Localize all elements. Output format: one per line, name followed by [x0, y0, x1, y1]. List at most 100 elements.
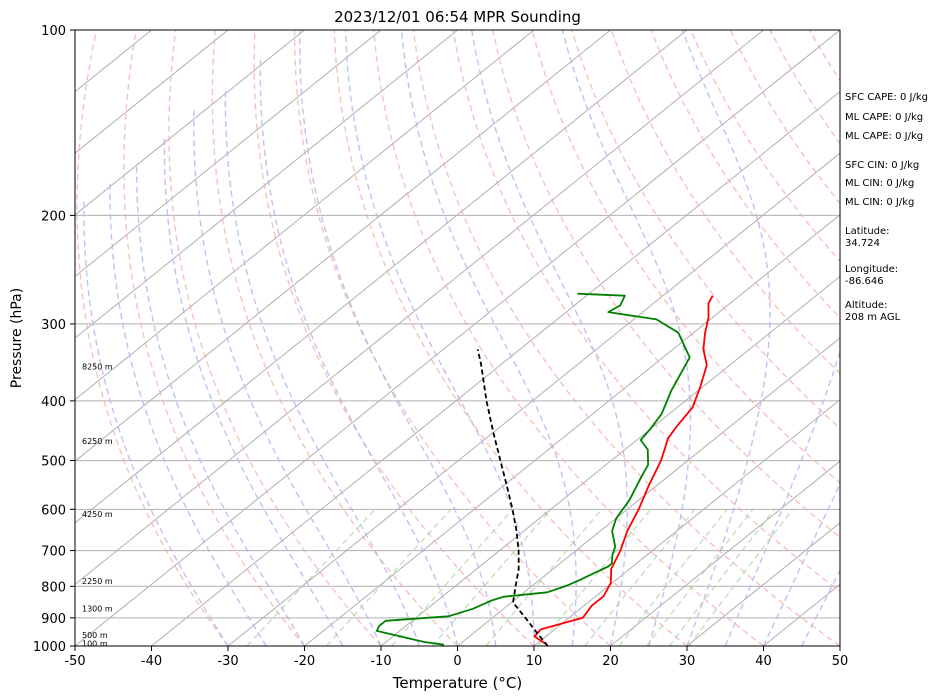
moist-adiabat-line: [83, 201, 229, 646]
dry-adiabat-line: [333, 30, 688, 646]
x-tick-label: -30: [217, 654, 238, 669]
moist-adiabat-line: [400, 30, 577, 646]
dry-adiabat-line: [650, 30, 840, 319]
moist-adiabat-line: [163, 138, 344, 646]
x-tick-label: 50: [832, 654, 849, 669]
mixing-ratio-line: [646, 508, 754, 646]
isotherm-gridline: [151, 90, 840, 646]
isotherm-gridline: [75, 30, 688, 524]
isotherm-gridline: [75, 30, 382, 278]
mixing-ratio-line: [391, 508, 514, 646]
mixing-ratio-line: [618, 508, 728, 646]
moist-adiabat-line: [561, 30, 692, 646]
isotherm-gridline: [686, 522, 840, 646]
y-tick-label: 300: [41, 318, 66, 333]
y-tick-label: 200: [41, 209, 66, 224]
side-info-label: ML CIN: 0 J/kg: [845, 197, 915, 209]
height-label: 500 m: [82, 631, 108, 640]
isotherm-gridline: [75, 30, 305, 216]
y-tick-label: 900: [41, 612, 66, 627]
dry-adiabat-line: [211, 30, 458, 646]
isotherm-gridline: [75, 30, 229, 154]
x-tick-label: -20: [294, 654, 315, 669]
mixing-ratio-line: [485, 508, 603, 646]
y-tick-label: 400: [41, 395, 66, 410]
y-tick-label: 100: [41, 24, 66, 39]
x-tick-label: -50: [64, 654, 85, 669]
side-info-label: ML CAPE: 0 J/kg: [845, 112, 924, 124]
isotherm-gridline: [75, 30, 535, 401]
x-tick-label: 0: [453, 654, 461, 669]
isotherm-gridline: [380, 275, 840, 646]
height-label: 100 m: [82, 639, 108, 648]
moist-adiabat-line: [344, 30, 535, 646]
y-tick-label: 1000: [33, 640, 66, 655]
isotherm-gridline: [533, 398, 840, 646]
dewpoint-profile-line: [375, 292, 691, 646]
x-tick-label: -10: [370, 654, 391, 669]
moist-adiabat-line: [681, 30, 771, 646]
dry-adiabat-line: [452, 30, 840, 593]
x-tick-label: 30: [679, 654, 696, 669]
dry-adiabat-line: [412, 30, 840, 646]
side-info-label: Altitude: 208 m AGL: [845, 300, 901, 324]
x-tick-label: 10: [526, 654, 543, 669]
height-label: 8250 m: [82, 363, 113, 372]
dry-adiabat-line: [571, 30, 840, 430]
mixing-ratio-line: [326, 508, 452, 646]
moist-adiabat-line: [224, 89, 420, 646]
moist-adiabat-line: [193, 110, 382, 646]
dry-adiabat-line: [253, 30, 535, 646]
dry-adiabat-line: [123, 30, 306, 646]
isotherm-gridline: [304, 214, 840, 646]
side-info-label: ML CIN: 0 J/kg: [845, 178, 915, 190]
side-info-label: SFC CIN: 0 J/kg: [845, 159, 920, 171]
mixing-ratio-line: [668, 508, 775, 646]
side-info-label: SFC CAPE: 0 J/kg: [845, 92, 928, 104]
height-label: 1300 m: [82, 605, 113, 614]
side-info-label: Latitude: 34.724: [845, 226, 890, 250]
height-label: 4250 m: [82, 510, 113, 519]
isotherm-gridline: [610, 460, 840, 646]
mixing-ratio-line: [431, 508, 552, 646]
parcel-trajectory-line: [476, 349, 549, 646]
chart-title: 2023/12/01 06:54 MPR Sounding: [334, 8, 581, 26]
isotherm-gridline: [75, 30, 611, 462]
moist-adiabat-line: [259, 55, 459, 646]
y-axis-label: Pressure (hPa): [9, 288, 25, 388]
y-tick-label: 800: [41, 580, 66, 595]
y-tick-label: 500: [41, 455, 66, 470]
dry-adiabat-line: [168, 30, 382, 646]
y-tick-label: 700: [41, 545, 66, 560]
side-info-label: ML CAPE: 0 J/kg: [845, 130, 924, 142]
isotherm-gridline: [457, 337, 840, 646]
moist-adiabat-line: [136, 164, 306, 646]
dry-adiabat-line: [293, 30, 611, 646]
isotherm-gridline: [227, 152, 840, 646]
mixing-ratio-line: [688, 508, 794, 646]
x-tick-label: 40: [755, 654, 772, 669]
height-label: 6250 m: [82, 437, 113, 446]
moist-adiabat-line: [109, 179, 267, 646]
mixing-ratio-line: [246, 508, 376, 646]
y-tick-label: 600: [41, 503, 66, 518]
side-info-label: Longitude: -86.646: [845, 263, 899, 287]
dry-adiabat-line: [929, 30, 947, 646]
isotherm-gridline: [75, 30, 764, 586]
mixing-ratio-line: [537, 508, 652, 646]
x-tick-label: -40: [141, 654, 162, 669]
isotherm-gridline: [75, 30, 840, 646]
height-label: 2250 m: [82, 577, 113, 586]
mixing-ratio-line: [584, 508, 696, 646]
x-axis-label: Temperature (°C): [392, 674, 522, 692]
isotherm-gridline: [75, 30, 458, 339]
moist-adiabat-line: [299, 30, 497, 646]
x-tick-label: 20: [602, 654, 619, 669]
moist-adiabat-line: [724, 30, 840, 646]
dry-adiabat-line: [76, 30, 229, 646]
dry-adiabat-line: [610, 30, 840, 375]
temperature-profile-line: [533, 295, 714, 646]
